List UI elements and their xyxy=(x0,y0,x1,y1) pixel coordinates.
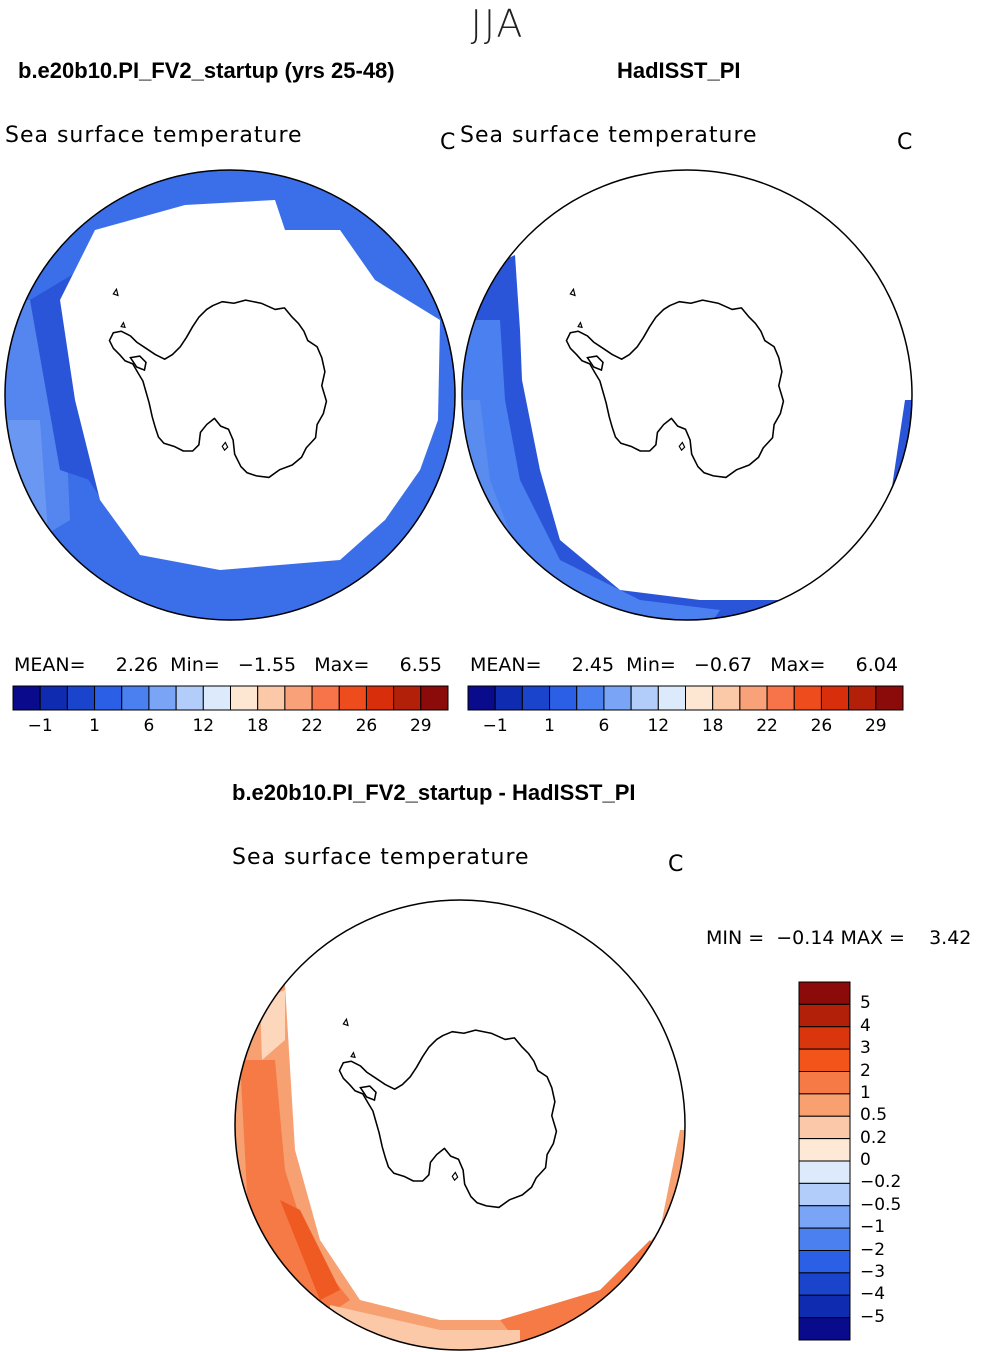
colorbar-tick-label: 2 xyxy=(860,1060,871,1081)
diff-title: b.e20b10.PI_FV2_startup - HadISST_PI xyxy=(232,780,636,805)
colorbar-tick-label: −1 xyxy=(860,1217,886,1238)
panel1-unit: C xyxy=(440,130,456,155)
colorbar-tick-label: −1 xyxy=(27,716,53,736)
diff-unit: C xyxy=(668,852,684,877)
colorbar-swatch xyxy=(576,685,605,711)
colorbar-tick-label: 12 xyxy=(647,716,670,736)
colorbar-tick-label: −2 xyxy=(860,1239,886,1260)
colorbar-swatch xyxy=(284,685,313,711)
colorbar-tick-label: −5 xyxy=(860,1306,886,1327)
colorbar-tick-label: 22 xyxy=(756,716,778,736)
colorbar-tick-label: 29 xyxy=(409,716,432,736)
colorbar-swatch xyxy=(798,1227,851,1251)
panel2-map xyxy=(461,169,913,621)
colorbar-swatch xyxy=(202,685,231,711)
colorbar-swatch xyxy=(798,1138,851,1162)
colorbar-swatch xyxy=(494,685,523,711)
colorbar-swatch xyxy=(798,1294,851,1319)
panel1-title: b.e20b10.PI_FV2_startup (yrs 25-48) xyxy=(18,58,395,83)
colorbar-swatch xyxy=(467,685,496,711)
colorbar-swatch xyxy=(798,1182,851,1207)
colorbar-tick-label: 1 xyxy=(544,716,555,736)
colorbar-tick-label: 1 xyxy=(89,716,100,736)
colorbar-swatch xyxy=(39,685,68,711)
colorbar-tick-label: 12 xyxy=(192,716,215,736)
colorbar-swatch xyxy=(175,685,204,711)
panel1-map xyxy=(4,169,456,621)
colorbar-swatch xyxy=(521,685,551,711)
colorbar-tick-label: 18 xyxy=(701,716,724,736)
colorbar-swatch xyxy=(848,685,877,711)
colorbar-tick-label: 0 xyxy=(860,1150,871,1170)
colorbar-swatch xyxy=(798,1003,851,1028)
colorbar-tick-label: −0.2 xyxy=(860,1172,902,1193)
colorbar-swatch xyxy=(798,1317,851,1341)
colorbar-swatch xyxy=(257,685,286,711)
colorbar-panel1 xyxy=(12,685,449,711)
panel2-variable: Sea surface temperature xyxy=(460,123,758,148)
colorbar-swatch xyxy=(148,685,177,711)
colorbar-tick-label: 22 xyxy=(301,716,323,736)
colorbar-swatch xyxy=(712,685,741,711)
colorbar-tick-label: 0.5 xyxy=(860,1105,888,1126)
colorbar-tick-label: 5 xyxy=(860,993,871,1014)
colorbar-swatch xyxy=(311,685,340,711)
colorbar-tick-label: 18 xyxy=(246,716,269,736)
colorbar-swatch xyxy=(798,1250,851,1274)
colorbar-swatch xyxy=(549,685,578,711)
colorbar-tick-label: 29 xyxy=(864,716,887,736)
colorbar-swatch xyxy=(875,685,904,711)
colorbar-swatch xyxy=(603,685,632,711)
colorbar-panel2 xyxy=(467,685,904,711)
colorbar-tick-label: 26 xyxy=(810,716,833,736)
colorbar-swatch xyxy=(798,1071,851,1095)
colorbar-tick-label: 0.2 xyxy=(860,1127,888,1148)
colorbar-tick-label: −4 xyxy=(860,1284,886,1305)
colorbar-swatch xyxy=(630,685,659,711)
colorbar-diff xyxy=(798,981,851,1341)
panel1-stats: MEAN= 2.26 Min= −1.55 Max= 6.55 xyxy=(14,654,442,676)
panel2-stats: MEAN= 2.45 Min= −0.67 Max= 6.04 xyxy=(470,654,898,676)
colorbar-swatch xyxy=(766,685,795,711)
diff-variable: Sea surface temperature xyxy=(232,845,530,870)
colorbar-swatch xyxy=(798,1026,851,1050)
season-title: JJA xyxy=(470,2,525,46)
colorbar-swatch xyxy=(798,981,851,1005)
colorbar-swatch xyxy=(798,1093,851,1117)
colorbar-tick-label: 6 xyxy=(143,716,155,736)
colorbar-swatch xyxy=(798,1115,851,1140)
colorbar-swatch xyxy=(230,685,259,711)
colorbar-tick-label: 1 xyxy=(860,1082,871,1103)
panel2-unit: C xyxy=(897,130,913,155)
colorbar-tick-label: 6 xyxy=(598,716,610,736)
colorbar-swatch xyxy=(338,685,367,711)
colorbar-swatch xyxy=(798,1272,851,1296)
colorbar-swatch xyxy=(66,685,96,711)
colorbar-tick-label: 4 xyxy=(860,1015,871,1036)
panel1-variable: Sea surface temperature xyxy=(5,123,303,148)
colorbar-tick-label: −3 xyxy=(860,1261,886,1282)
colorbar-swatch xyxy=(820,685,850,711)
diff-map xyxy=(234,899,686,1351)
colorbar-swatch xyxy=(121,685,150,711)
colorbar-swatch xyxy=(12,685,41,711)
colorbar-swatch xyxy=(793,685,822,711)
colorbar-swatch xyxy=(420,685,449,711)
diff-minmax: MIN = −0.14 MAX = 3.42 xyxy=(706,927,972,949)
colorbar-swatch xyxy=(657,685,686,711)
colorbar-swatch xyxy=(94,685,123,711)
colorbar-swatch xyxy=(739,685,768,711)
colorbar-swatch xyxy=(393,685,422,711)
colorbar-tick-label: 3 xyxy=(860,1038,871,1059)
colorbar-swatch xyxy=(798,1205,851,1229)
colorbar-swatch xyxy=(798,1048,851,1072)
colorbar-tick-label: −0.5 xyxy=(860,1194,902,1215)
panel2-title: HadISST_PI xyxy=(617,58,741,83)
colorbar-swatch xyxy=(798,1160,851,1184)
colorbar-swatch xyxy=(685,685,714,711)
colorbar-swatch xyxy=(365,685,395,711)
colorbar-tick-label: 26 xyxy=(355,716,378,736)
colorbar-tick-label: −1 xyxy=(482,716,508,736)
